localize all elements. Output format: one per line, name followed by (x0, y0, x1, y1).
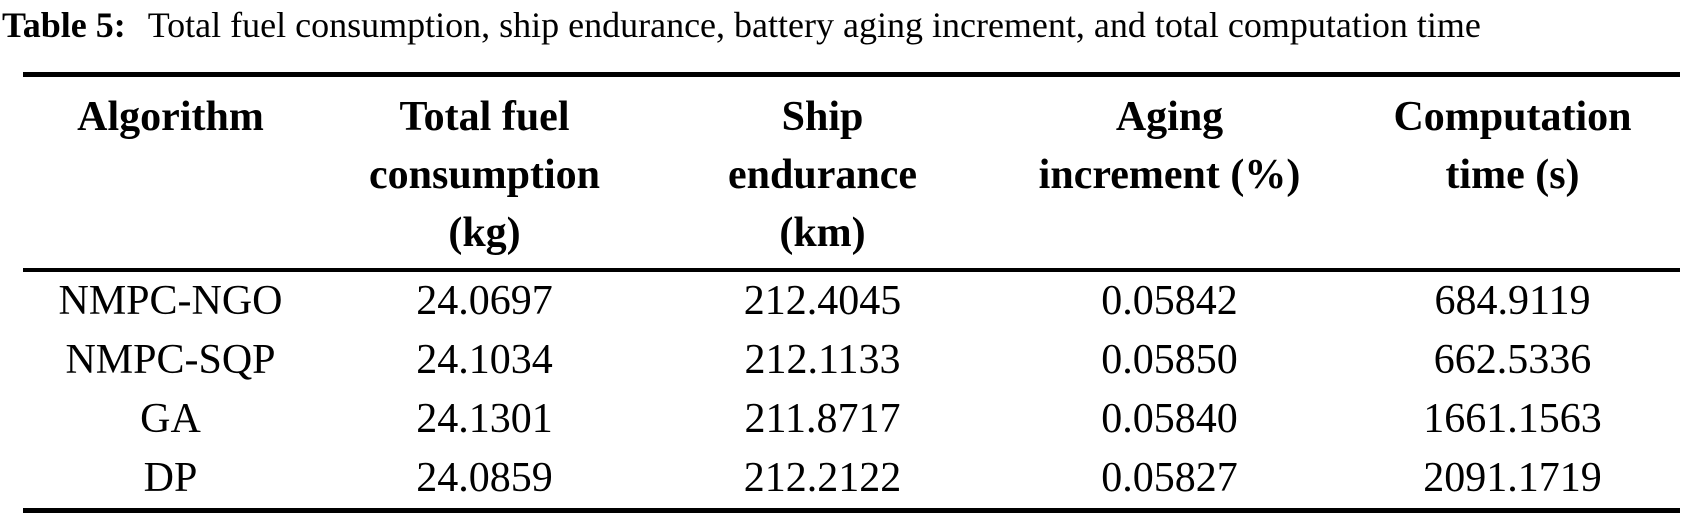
cell-ship-endurance: 212.2122 (743, 455, 902, 501)
table-body: NMPC-NGO 24.0697 212.4045 0.05842 684.91… (23, 270, 1680, 511)
header-row: Algorithm Total fuel consumption (kg) Sh… (23, 74, 1680, 272)
table-row-dp: DP 24.0859 212.2122 0.05827 2091.1719 (23, 449, 1680, 511)
header-line: Total fuel (399, 94, 570, 140)
header-line: Ship (781, 94, 864, 140)
header-line: Aging (1115, 94, 1224, 140)
cell-ship-endurance: 212.1133 (744, 337, 901, 383)
cell-fuel-consumption: 24.1034 (416, 337, 553, 383)
cell-aging-increment: 0.05840 (1101, 396, 1238, 442)
column-header-ship-endurance: Ship endurance (km) (651, 74, 994, 272)
cell-ship-endurance: 212.4045 (743, 278, 902, 324)
header-line: time (s) (1445, 152, 1580, 198)
table-caption-text: Total fuel consumption, ship endurance, … (147, 5, 1481, 45)
cell-computation-time: 684.9119 (1434, 278, 1591, 324)
results-table: Algorithm Total fuel consumption (kg) Sh… (23, 72, 1680, 513)
table-row-nmpc-ngo: NMPC-NGO 24.0697 212.4045 0.05842 684.91… (23, 270, 1680, 331)
table-row-ga: GA 24.1301 211.8717 0.05840 1661.1563 (23, 390, 1680, 449)
cell-algorithm: DP (143, 455, 198, 501)
header-line: endurance (728, 152, 917, 198)
cell-algorithm: NMPC-NGO (58, 278, 283, 324)
header-line: (kg) (448, 210, 521, 256)
table-caption: Table 5: Total fuel consumption, ship end… (0, 0, 1703, 48)
cell-algorithm: GA (140, 396, 201, 442)
header-line: consumption (368, 152, 601, 198)
cell-fuel-consumption: 24.0859 (416, 455, 553, 501)
column-header-total-fuel-consumption: Total fuel consumption (kg) (318, 74, 651, 272)
cell-fuel-consumption: 24.0697 (416, 278, 553, 324)
cell-fuel-consumption: 24.1301 (416, 396, 553, 442)
table-header: Algorithm Total fuel consumption (kg) Sh… (23, 74, 1680, 272)
cell-ship-endurance: 211.8717 (744, 396, 901, 442)
column-header-algorithm: Algorithm (23, 74, 318, 272)
cell-algorithm: NMPC-SQP (65, 337, 276, 383)
table-caption-label: Table 5: (2, 5, 126, 45)
cell-computation-time: 662.5336 (1433, 337, 1592, 383)
header-line: Algorithm (77, 94, 264, 140)
column-header-computation-time: Computation time (s) (1345, 74, 1680, 272)
cell-computation-time: 2091.1719 (1423, 455, 1602, 501)
header-line: Computation (1393, 94, 1632, 140)
cell-aging-increment: 0.05850 (1101, 337, 1238, 383)
cell-aging-increment: 0.05827 (1101, 455, 1238, 501)
column-header-aging-increment: Aging increment (%) (994, 74, 1345, 272)
header-line: (km) (779, 210, 866, 256)
cell-aging-increment: 0.05842 (1101, 278, 1238, 324)
header-line: increment (%) (1038, 152, 1301, 198)
cell-computation-time: 1661.1563 (1423, 396, 1602, 442)
table-row-nmpc-sqp: NMPC-SQP 24.1034 212.1133 0.05850 662.53… (23, 331, 1680, 390)
